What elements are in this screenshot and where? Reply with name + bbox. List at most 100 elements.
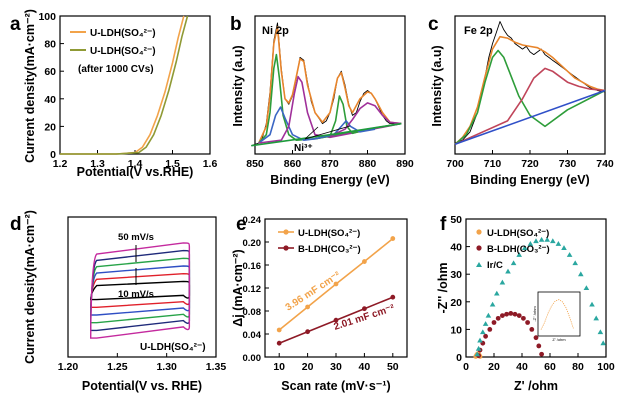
panel-f-xtick-label: 100 <box>597 361 615 373</box>
panel-f-legend-marker-3 <box>476 262 482 267</box>
panel-f-ytick-label: 40 <box>450 242 462 254</box>
panel-a-legend-2: U-LDH(SO₄²⁻) <box>90 46 156 57</box>
panel-a-ticks: 1.2 1.3 1.4 1.5 1.6 0 20 40 60 80 100 <box>38 11 217 170</box>
panel-f-point-1-15 <box>533 335 539 341</box>
panel-e-ylabel: Δj (mA·cm⁻²) <box>231 249 245 326</box>
panel-e-point-0-2 <box>333 281 339 287</box>
panel-f-point-1-6 <box>495 315 501 321</box>
panel-d-sample-label: U-LDH(SO₄²⁻) <box>140 342 206 353</box>
panel-a-xtick-label: 1.3 <box>90 158 105 170</box>
panel-b-xtick-label: 870 <box>321 158 339 170</box>
panel-b-letter: b <box>230 14 242 35</box>
panel-b-title: Ni 2p <box>262 25 289 37</box>
panel-a-legend-3: (after 1000 CVs) <box>78 64 154 75</box>
panel-f-xtick-label: 80 <box>572 361 584 373</box>
panel-f-legend-marker-2 <box>476 245 482 251</box>
panel-e-xtick-label: 10 <box>273 361 285 373</box>
panel-e-legend-2: B-LDH(CO₃²⁻) <box>298 244 361 255</box>
panel-e-xtick-label: 30 <box>330 361 342 373</box>
panel-e-letter: e <box>236 214 247 235</box>
panel-f-point-2-1 <box>475 345 482 351</box>
panel-b-series-1 <box>258 26 402 144</box>
panel-e-point-1-0 <box>276 340 282 346</box>
panel-e-ytick-label: 0.00 <box>243 353 262 364</box>
panel-e-xlabel: Scan rate (mV·s⁻¹) <box>281 379 390 393</box>
panel-c-ticks: 700 710 720 730 740 <box>446 150 614 170</box>
panel-d-xtick-label: 1.25 <box>107 361 128 373</box>
panel-a: a 1.2 1.3 1.4 1.5 1.6 0 20 40 60 80 100 U-LDH(SO₄²… <box>10 9 217 179</box>
panel-c-xtick-label: 700 <box>446 158 464 170</box>
panel-f-point-1-4 <box>487 327 493 332</box>
panel-e-legend-1: U-LDH(SO₄²⁻) <box>298 228 360 239</box>
panel-a-ytick-label: 60 <box>44 66 56 78</box>
panel-c-lines <box>454 21 606 146</box>
panel-a-xtick-label: 1.6 <box>203 158 218 170</box>
panel-f-ytick-label: 30 <box>450 269 462 281</box>
panel-b-ylabel: Intensity (a.u) <box>231 45 245 126</box>
panel-e-ticks: 10 20 30 40 50 0.00 0.04 0.08 0.12 0.16 0.20 0.24 <box>243 215 399 373</box>
panel-e-xtick-label: 50 <box>387 361 399 373</box>
panel-f-point-2-27 <box>600 340 606 346</box>
panel-e-point-0-4 <box>390 236 396 241</box>
panel-e-ytick-label: 0.12 <box>243 284 262 295</box>
panel-a-ytick-label: 0 <box>50 149 56 161</box>
panel-f-inset-xlabel: Z' /ohm <box>552 337 566 342</box>
panel-e-ytick-label: 0.08 <box>243 307 262 318</box>
panel-d-xtick-label: 1.35 <box>206 361 227 373</box>
panel-f-ytick-label: 0 <box>456 352 462 364</box>
panel-f-point-1-7 <box>500 313 505 318</box>
panel-e-point-1-3 <box>362 306 367 312</box>
panel-e-lines <box>276 236 396 346</box>
panel-b-arrow-1 <box>304 126 319 140</box>
panel-f-point-2-26 <box>597 329 604 335</box>
panel-c-xtick-label: 730 <box>559 158 577 170</box>
panel-e-legend-marker-1 <box>283 229 289 235</box>
panel-d-xtick-label: 1.30 <box>156 361 177 373</box>
panel-f-point-2-12 <box>522 245 528 250</box>
panel-e-point-0-3 <box>362 259 367 264</box>
panel-e-ytick-label: 0.16 <box>243 261 262 272</box>
panel-f: f 0 20 40 60 80 100 0 10 20 30 40 50 U-LDH(SO₄²⁻) B… <box>436 214 615 393</box>
panel-f-point-2-9 <box>505 268 511 274</box>
panel-c-series-2 <box>454 49 606 145</box>
panel-f-point-2-21 <box>572 260 578 266</box>
panel-f-point-2-3 <box>480 329 486 335</box>
panel-f-xlabel: Z' /ohm <box>514 379 558 393</box>
panel-d-frame <box>67 216 217 358</box>
panel-d-xlabel: Potential(V vs. RHE) <box>82 379 202 393</box>
panel-e-ytick-label: 0.20 <box>243 238 262 249</box>
panel-f-legend-marker-1 <box>476 229 482 235</box>
panel-e-point-1-1 <box>305 329 310 335</box>
panel-d-annotation-top: 50 mV/s <box>118 232 154 243</box>
panel-b-annotation: Ni³⁺ <box>294 143 313 154</box>
panel-e-frame <box>264 218 408 358</box>
panel-c-xtick-label: 710 <box>484 158 502 170</box>
panel-c-series-4 <box>454 89 606 146</box>
panel-c-series-1 <box>454 35 606 145</box>
panel-f-point-1-3 <box>483 333 488 339</box>
panel-f-point-1-16 <box>536 343 542 349</box>
panel-c: c 700 710 720 730 740 Fe 2p Binding Energy (… <box>428 14 614 187</box>
panel-a-ytick-label: 80 <box>44 39 56 51</box>
panel-e-point-0-0 <box>276 327 282 333</box>
panel-f-ytick-label: 20 <box>450 297 462 309</box>
panel-b: b 850 860 870 880 890 Ni 2p Ni³⁺ Binding Ene… <box>230 14 414 187</box>
panel-c-xtick-label: 720 <box>521 158 539 170</box>
panel-e-point-1-4 <box>390 294 396 300</box>
panel-e-xtick-label: 40 <box>359 361 371 373</box>
panel-c-ylabel: Intensity (a.u) <box>430 45 444 126</box>
panel-f-point-1-17 <box>539 351 544 357</box>
panel-e-xtick-label: 20 <box>302 361 314 373</box>
panel-f-ytick-label: 10 <box>450 324 462 336</box>
panel-b-xtick-label: 890 <box>396 158 414 170</box>
panel-f-point-2-18 <box>555 241 562 246</box>
panel-f-point-2-6 <box>489 301 496 307</box>
panel-f-point-1-13 <box>525 320 530 325</box>
panel-f-point-2-19 <box>561 245 567 250</box>
panel-b-series-2 <box>258 53 402 144</box>
panel-f-ytick-label: 50 <box>450 214 462 226</box>
panel-f-point-2-2 <box>477 337 483 343</box>
panel-f-point-2-20 <box>566 252 573 257</box>
panel-f-ylabel: -Z'' /ohm <box>436 262 450 313</box>
